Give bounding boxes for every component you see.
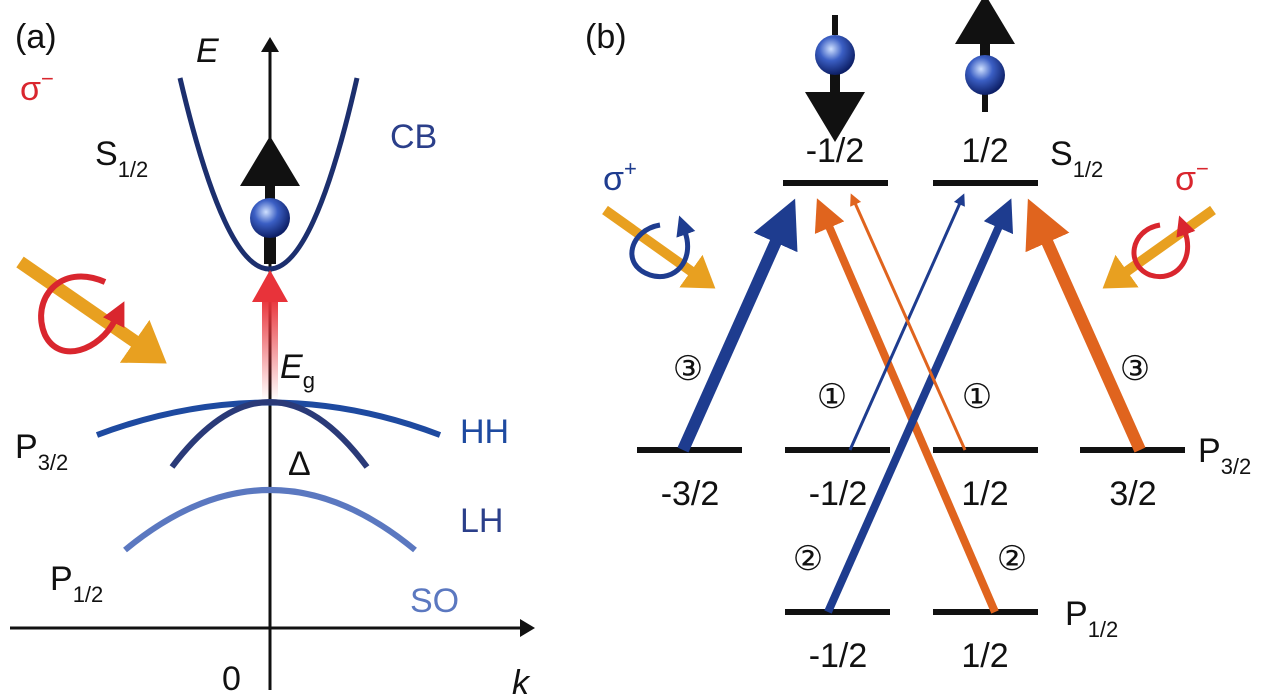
level-label: S1/2 bbox=[95, 135, 148, 182]
level-label: P1/2 bbox=[50, 560, 103, 607]
weight-label: ② bbox=[997, 540, 1027, 578]
weight-label: ② bbox=[793, 540, 823, 578]
state-label: -3/2 bbox=[661, 475, 720, 513]
band-label: HH bbox=[460, 413, 509, 451]
state-label: -1/2 bbox=[809, 475, 868, 513]
band-label: LH bbox=[460, 502, 503, 540]
weight-label: ① bbox=[962, 378, 992, 416]
state-label: -1/2 bbox=[806, 132, 865, 170]
weight-label: ③ bbox=[1120, 350, 1150, 388]
polarization-label: σ− bbox=[20, 66, 54, 108]
spin-stem bbox=[264, 236, 276, 264]
panel-label: (a) bbox=[15, 18, 57, 56]
state-label: 3/2 bbox=[1109, 475, 1156, 513]
state-label: -1/2 bbox=[809, 637, 868, 675]
transition bbox=[683, 237, 778, 450]
split-label: Δ bbox=[288, 445, 311, 483]
origin-label: 0 bbox=[222, 660, 241, 696]
state-label: 1/2 bbox=[961, 475, 1008, 513]
gap-label: Eg bbox=[280, 348, 315, 393]
electron bbox=[965, 55, 1005, 95]
polarization-label: σ− bbox=[1175, 156, 1209, 198]
levels bbox=[637, 183, 1185, 612]
electron bbox=[815, 35, 855, 75]
axis-label: E bbox=[196, 32, 219, 70]
level-label: P3/2 bbox=[15, 428, 68, 475]
polarization-label: σ+ bbox=[603, 156, 637, 198]
band-label: SO bbox=[410, 582, 459, 620]
level-label: S1/2 bbox=[1050, 135, 1103, 182]
panel-b: (b) -1/2 1/2 S1/2 -3/2 -1/2 1/2 3/2 P3/2… bbox=[585, 15, 1251, 675]
electron bbox=[250, 198, 290, 238]
gap-arrowhead bbox=[252, 270, 288, 302]
state-label: 1/2 bbox=[961, 132, 1008, 170]
figure: (a) E k 0 S1/2 P3/2 P1/2 CB HH LH SO Eg … bbox=[0, 0, 1265, 696]
axis-label: k bbox=[512, 664, 531, 696]
panel-label: (b) bbox=[585, 18, 627, 56]
level-label: P3/2 bbox=[1198, 432, 1251, 479]
state-label: 1/2 bbox=[961, 637, 1008, 675]
band-label: CB bbox=[390, 118, 437, 156]
weight-label: ① bbox=[817, 378, 847, 416]
gap-arrow bbox=[262, 298, 278, 400]
level-label: P1/2 bbox=[1065, 595, 1118, 642]
panel-a: (a) E k 0 S1/2 P3/2 P1/2 CB HH LH SO Eg … bbox=[10, 18, 531, 696]
weight-label: ③ bbox=[673, 350, 703, 388]
